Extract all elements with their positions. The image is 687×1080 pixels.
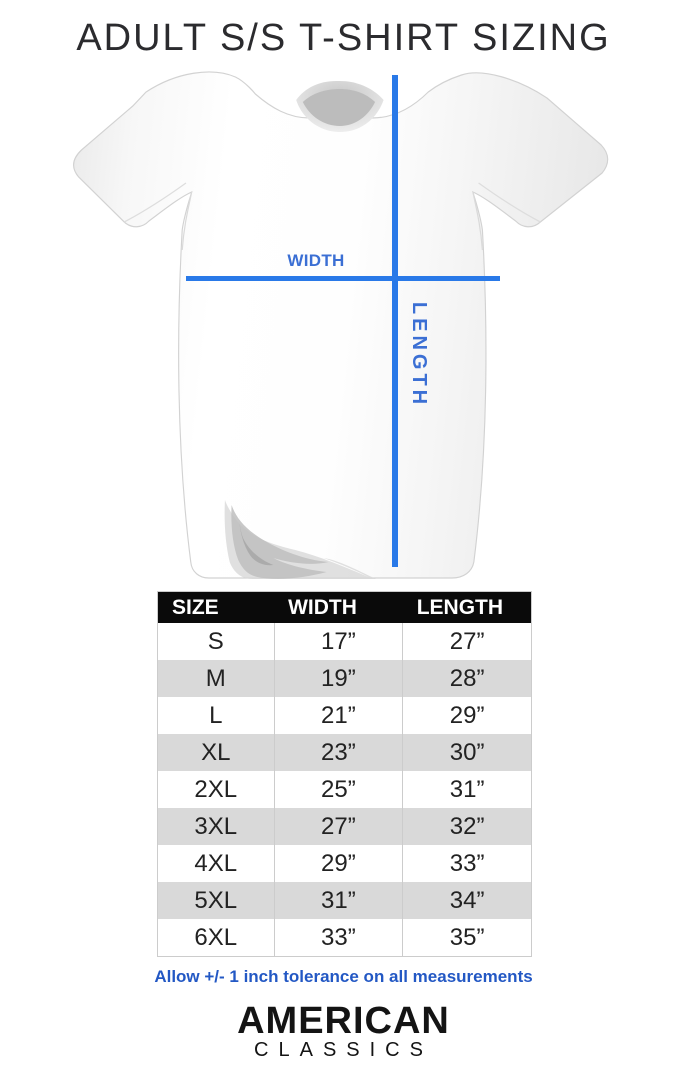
svg-text:WIDTH: WIDTH [287,251,344,270]
svg-text:LENGTH: LENGTH [408,302,430,408]
